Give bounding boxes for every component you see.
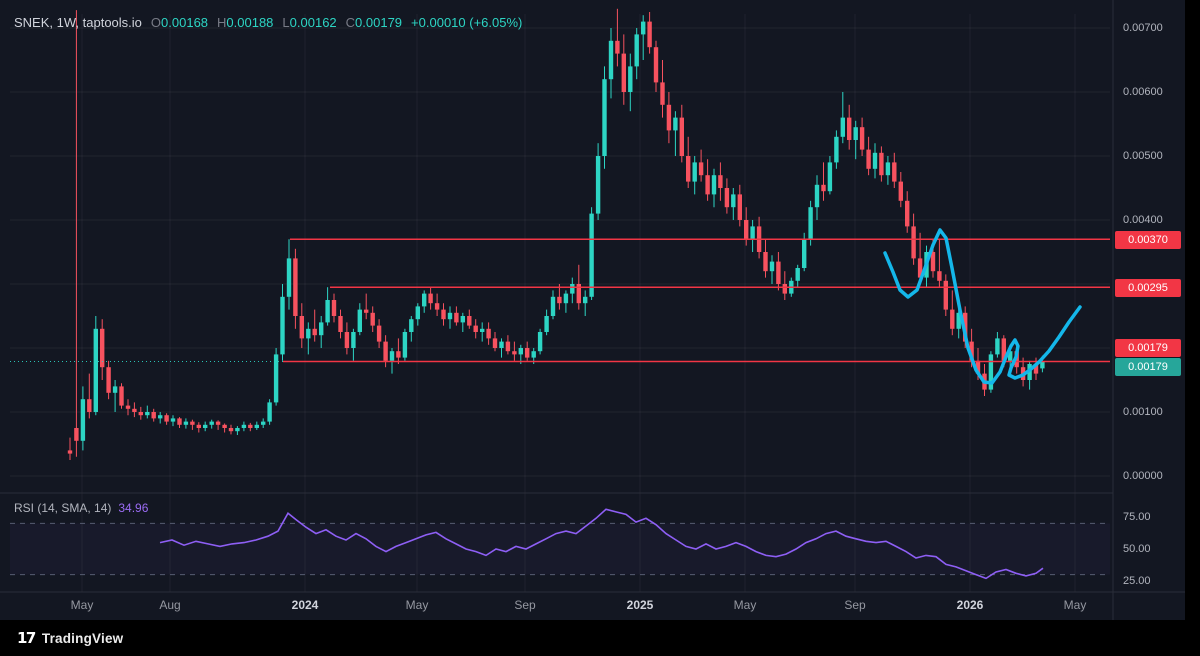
price-level-badge-00295: 0.00295: [1115, 279, 1181, 297]
rsi-title: RSI (14, SMA, 14): [14, 501, 112, 515]
time-axis-label-may: May: [1063, 598, 1087, 612]
rsi-indicator-legend[interactable]: RSI (14, SMA, 14) 34.96: [14, 501, 148, 515]
price-level-badge-00179: 0.00179: [1115, 339, 1181, 357]
time-axis-label-2025: 2025: [626, 598, 654, 612]
rsi-value: 34.96: [118, 501, 149, 515]
time-axis-label-aug: Aug: [159, 598, 181, 612]
close-value: 0.00179: [355, 15, 403, 30]
price-level-badge-00370: 0.00370: [1115, 231, 1181, 249]
price-axis-label: 0.00500: [1123, 150, 1163, 162]
time-axis-label-2024: 2024: [291, 598, 319, 612]
tradingview-brand[interactable]: TradingView: [41, 630, 124, 646]
symbol-legend[interactable]: SNEK, 1W, taptools.io O0.00168 H0.00188 L0.…: [14, 15, 522, 30]
low-label: L: [282, 15, 290, 30]
rsi-axis-label: 50.00: [1123, 543, 1151, 555]
right-black-strip: [1185, 0, 1200, 656]
price-axis-label: 0.00400: [1123, 214, 1163, 226]
time-axis-label-2026: 2026: [956, 598, 984, 612]
time-axis-label-may: May: [70, 598, 94, 612]
time-axis-label-sep: Sep: [844, 598, 866, 612]
price-axis-label: 0.00600: [1123, 86, 1163, 98]
high-value: 0.00188: [226, 15, 274, 30]
price-axis-label: 0.00000: [1123, 470, 1163, 482]
last-price-badge: 0.00179: [1115, 358, 1181, 376]
high-label: H: [217, 15, 227, 30]
close-label: C: [345, 15, 356, 30]
time-axis-label-sep: Sep: [514, 598, 536, 612]
low-value: 0.00162: [289, 15, 337, 30]
footer-bar: 17 TradingView: [0, 620, 1200, 656]
time-axis-label-may: May: [733, 598, 757, 612]
open-label: O: [150, 15, 162, 30]
chart-canvas[interactable]: [0, 0, 1200, 620]
change-value: +0.00010 (+6.05%): [411, 15, 523, 30]
open-value: 0.00168: [161, 15, 209, 30]
price-axis[interactable]: 0.00700 0.00600 0.00500 0.00400 0.00100 0.000…: [1113, 0, 1185, 620]
rsi-axis-label: 75.00: [1123, 511, 1151, 523]
time-axis[interactable]: May Aug 2024 May Sep 2025 May Sep 2026 May: [0, 592, 1113, 620]
tradingview-logo-icon[interactable]: 17: [17, 629, 36, 647]
time-axis-label-may: May: [405, 598, 429, 612]
price-axis-label: 0.00700: [1123, 22, 1163, 34]
rsi-axis-label: 25.00: [1123, 575, 1151, 587]
price-axis-label: 0.00100: [1123, 406, 1163, 418]
symbol-title: SNEK, 1W, taptools.io: [14, 15, 142, 30]
